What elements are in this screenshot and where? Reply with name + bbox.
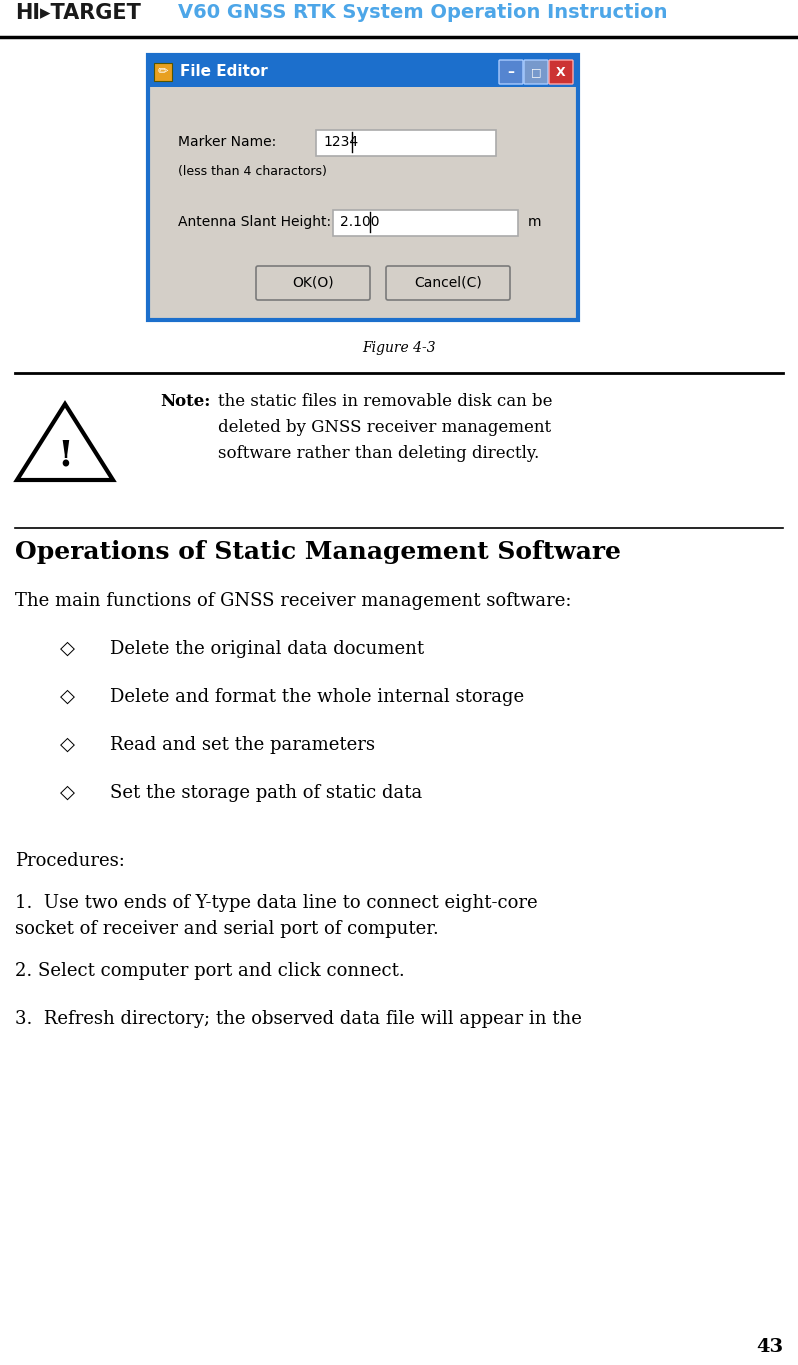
Text: deleted by GNSS receiver management: deleted by GNSS receiver management — [218, 419, 551, 435]
Text: (less than 4 charactors): (less than 4 charactors) — [178, 165, 327, 179]
Text: ◇: ◇ — [60, 688, 75, 706]
Text: Figure 4-3: Figure 4-3 — [362, 341, 436, 355]
Text: V60 GNSS RTK System Operation Instruction: V60 GNSS RTK System Operation Instructio… — [178, 4, 667, 22]
Text: Operations of Static Management Software: Operations of Static Management Software — [15, 541, 621, 564]
Text: 2. Select computer port and click connect.: 2. Select computer port and click connec… — [15, 962, 405, 980]
Text: OK(O): OK(O) — [292, 274, 334, 289]
Text: Delete and format the whole internal storage: Delete and format the whole internal sto… — [110, 688, 524, 706]
Text: ✏: ✏ — [158, 66, 168, 79]
Text: ◇: ◇ — [60, 640, 75, 658]
FancyBboxPatch shape — [524, 60, 548, 85]
Text: m: m — [528, 216, 542, 229]
Text: Set the storage path of static data: Set the storage path of static data — [110, 784, 422, 803]
Text: software rather than deleting directly.: software rather than deleting directly. — [218, 445, 539, 461]
Text: the static files in removable disk can be: the static files in removable disk can b… — [218, 393, 552, 409]
FancyBboxPatch shape — [316, 130, 496, 156]
Text: 1.  Use two ends of Y-type data line to connect eight-core: 1. Use two ends of Y-type data line to c… — [15, 894, 538, 912]
Text: X: X — [556, 66, 566, 79]
Text: ◇: ◇ — [60, 784, 75, 803]
Text: Antenna Slant Height:: Antenna Slant Height: — [178, 216, 331, 229]
Text: File Editor: File Editor — [180, 64, 268, 79]
FancyBboxPatch shape — [333, 210, 518, 236]
Text: Marker Name:: Marker Name: — [178, 135, 276, 149]
Text: 43: 43 — [756, 1338, 783, 1355]
Text: 2.100: 2.100 — [340, 216, 380, 229]
Text: Read and set the parameters: Read and set the parameters — [110, 736, 375, 753]
Text: Cancel(C): Cancel(C) — [414, 274, 482, 289]
Text: –: – — [508, 66, 515, 79]
Text: Procedures:: Procedures: — [15, 852, 124, 870]
FancyBboxPatch shape — [549, 60, 573, 85]
Text: ◇: ◇ — [60, 736, 75, 753]
Text: 1234: 1234 — [323, 135, 358, 149]
Text: socket of receiver and serial port of computer.: socket of receiver and serial port of co… — [15, 920, 439, 938]
Text: The main functions of GNSS receiver management software:: The main functions of GNSS receiver mana… — [15, 592, 571, 610]
Bar — [148, 55, 578, 87]
FancyBboxPatch shape — [386, 266, 510, 300]
Polygon shape — [17, 404, 113, 480]
Text: HI▸TARGET: HI▸TARGET — [15, 3, 141, 23]
FancyBboxPatch shape — [148, 55, 578, 319]
Text: Note:: Note: — [160, 393, 211, 409]
Bar — [154, 63, 172, 81]
Text: 3.  Refresh directory; the observed data file will appear in the: 3. Refresh directory; the observed data … — [15, 1010, 582, 1028]
FancyBboxPatch shape — [256, 266, 370, 300]
Text: !: ! — [57, 440, 73, 474]
FancyBboxPatch shape — [499, 60, 523, 85]
Text: □: □ — [531, 67, 541, 76]
Text: Delete the original data document: Delete the original data document — [110, 640, 424, 658]
